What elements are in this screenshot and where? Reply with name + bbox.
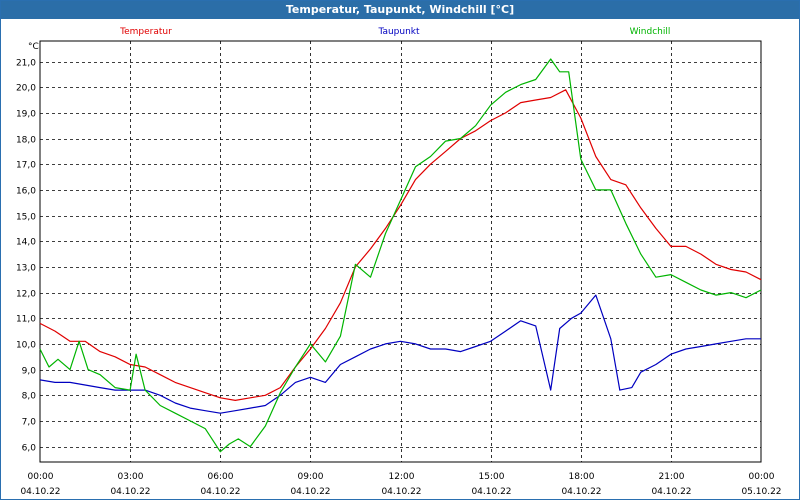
x-tick-date-label: 04.10.22 (290, 487, 330, 497)
x-tick-date-label: 04.10.22 (471, 487, 511, 497)
y-tick-label: 21,0 (16, 59, 36, 69)
legend-temperatur: Temperatur (119, 27, 172, 37)
x-tick-date-label: 04.10.22 (20, 487, 60, 497)
x-tick-time-label: 15:00 (479, 472, 505, 482)
x-tick-date-label: 04.10.22 (110, 487, 150, 497)
y-tick-label: 9,0 (22, 367, 37, 377)
x-tick-date-label: 04.10.22 (200, 487, 240, 497)
y-tick-label: 10,0 (16, 341, 36, 351)
y-tick-label: 14,0 (16, 238, 36, 248)
y-tick-label: 20,0 (16, 84, 36, 94)
x-tick-time-label: 21:00 (659, 472, 685, 482)
y-tick-label: 13,0 (16, 264, 36, 274)
x-tick-time-label: 12:00 (389, 472, 415, 482)
y-axis-unit-label: °C (28, 42, 39, 52)
y-tick-label: 12,0 (16, 290, 36, 300)
y-tick-label: 11,0 (16, 315, 36, 325)
series-line-temperatur (39, 89, 762, 401)
y-tick-label: 17,0 (16, 161, 36, 171)
plot-area-border (39, 40, 762, 463)
y-tick-label: 19,0 (16, 110, 36, 120)
legend-windchill: Windchill (630, 27, 671, 37)
y-tick-label: 15,0 (16, 213, 36, 223)
series-line-windchill (39, 58, 762, 453)
x-tick-time-label: 09:00 (298, 472, 324, 482)
legend-taupunkt: Taupunkt (377, 27, 420, 37)
x-tick-time-label: 00:00 (749, 472, 775, 482)
y-tick-label: 18,0 (16, 136, 36, 146)
x-tick-time-label: 00:00 (28, 472, 54, 482)
y-tick-label: 16,0 (16, 187, 36, 197)
x-tick-date-label: 05.10.22 (741, 487, 781, 497)
chart-title: Temperatur, Taupunkt, Windchill [°C] (1, 1, 799, 19)
y-tick-label: 8,0 (22, 392, 37, 402)
x-tick-time-label: 06:00 (208, 472, 234, 482)
series-line-taupunkt (39, 294, 761, 414)
x-tick-time-label: 18:00 (569, 472, 595, 482)
x-tick-date-label: 04.10.22 (381, 487, 421, 497)
x-tick-date-label: 04.10.22 (561, 487, 601, 497)
x-tick-time-label: 03:00 (118, 472, 144, 482)
y-tick-label: 7,0 (22, 418, 37, 428)
y-tick-label: 6,0 (22, 444, 37, 454)
x-tick-date-label: 04.10.22 (651, 487, 691, 497)
